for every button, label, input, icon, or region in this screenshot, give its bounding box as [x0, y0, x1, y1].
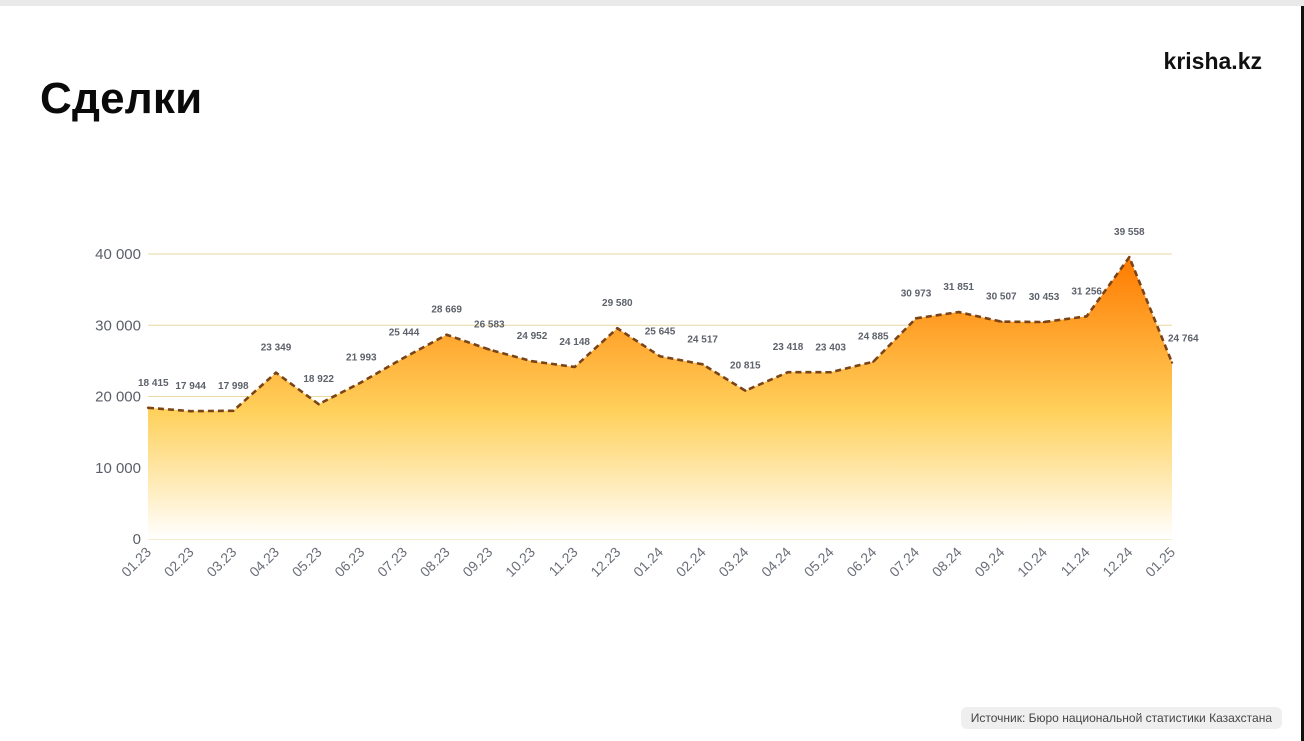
data-label: 23 349 — [261, 343, 292, 354]
data-point — [786, 370, 790, 374]
data-point — [360, 381, 363, 384]
data-point — [1170, 361, 1174, 364]
y-tick-label: 0 — [133, 531, 141, 548]
x-tick-label: 07.23 — [374, 544, 410, 580]
x-tick-label: 12.24 — [1099, 544, 1135, 580]
data-label: 31 256 — [1071, 286, 1102, 297]
y-axis-ticks: 0 10 000 20 000 30 000 40 000 — [95, 246, 141, 548]
data-label: 26 583 — [474, 320, 505, 331]
x-tick-label: 10.24 — [1014, 544, 1050, 580]
data-label: 28 669 — [431, 305, 462, 316]
data-label: 25 444 — [389, 328, 420, 339]
data-point — [1042, 320, 1046, 324]
y-tick-label: 10 000 — [95, 460, 141, 477]
data-point — [317, 402, 320, 406]
data-point — [232, 409, 235, 412]
data-point — [530, 360, 534, 363]
x-tick-label: 06.24 — [843, 544, 879, 580]
data-label: 24 885 — [858, 332, 889, 343]
data-point — [274, 371, 278, 374]
data-point — [744, 389, 747, 392]
data-label: 39 558 — [1114, 227, 1145, 238]
x-tick-label: 01.24 — [630, 544, 666, 580]
y-tick-label: 40 000 — [95, 246, 141, 263]
data-label: 23 418 — [773, 342, 804, 353]
data-point — [189, 409, 192, 413]
data-label: 21 993 — [346, 352, 377, 363]
data-label: 23 403 — [815, 342, 846, 353]
data-point — [914, 317, 918, 320]
krisha-logo[interactable]: krisha.kz — [1163, 48, 1262, 74]
data-point — [402, 356, 406, 359]
x-axis-ticks: 01.23 02.23 03.23 04.23 05.23 06.23 07.23 08.23… — [118, 544, 1178, 580]
x-tick-label: 04.23 — [246, 544, 282, 580]
data-label: 18 922 — [303, 374, 334, 385]
area-fill — [148, 257, 1172, 539]
data-label: 17 998 — [218, 381, 249, 392]
data-point — [658, 355, 662, 358]
top-strip — [0, 0, 1304, 6]
x-tick-label: 06.23 — [331, 544, 367, 580]
data-point — [573, 365, 576, 369]
data-point — [445, 333, 448, 336]
data-label: 30 973 — [901, 288, 932, 299]
data-label: 31 851 — [943, 282, 974, 293]
x-tick-label: 01.25 — [1142, 544, 1178, 580]
x-tick-label: 01.23 — [118, 544, 154, 580]
data-point — [146, 406, 150, 409]
data-label: 24 148 — [559, 337, 590, 348]
x-tick-label: 03.23 — [203, 544, 239, 580]
x-tick-label: 02.24 — [673, 544, 709, 580]
x-tick-label: 10.23 — [502, 544, 538, 580]
data-label: 30 453 — [1029, 292, 1060, 303]
data-label: 24 764 — [1168, 334, 1199, 345]
x-tick-label: 09.24 — [971, 544, 1007, 580]
source-badge: Источник: Бюро национальной статистики К… — [960, 707, 1282, 729]
x-tick-label: 12.23 — [587, 544, 623, 580]
x-tick-label: 08.23 — [417, 544, 453, 580]
y-tick-label: 20 000 — [95, 389, 141, 406]
data-label: 24 952 — [517, 331, 548, 342]
x-tick-label: 03.24 — [715, 544, 751, 580]
data-point — [957, 310, 960, 314]
data-label: 20 815 — [730, 361, 761, 372]
data-label: 24 517 — [687, 334, 718, 345]
x-tick-label: 05.23 — [289, 544, 325, 580]
data-label: 25 645 — [645, 326, 676, 337]
page-title: Сделки — [40, 74, 203, 123]
data-point — [488, 348, 491, 351]
data-label: 18 415 — [138, 378, 169, 389]
x-tick-label: 11.23 — [545, 544, 581, 580]
data-label: 17 944 — [175, 381, 206, 392]
data-point — [1128, 255, 1131, 259]
x-tick-label: 05.24 — [801, 544, 837, 580]
line-layer — [146, 255, 1174, 413]
right-edge — [1301, 6, 1304, 741]
data-point — [829, 371, 832, 374]
x-tick-label: 08.24 — [929, 544, 965, 580]
value-labels: 18 415 17 944 17 998 23 349 18 922 21 993 25 4… — [138, 227, 1199, 392]
x-tick-label: 04.24 — [758, 544, 794, 580]
data-label: 29 580 — [602, 298, 633, 309]
x-tick-label: 09.23 — [459, 544, 495, 580]
data-point — [701, 363, 704, 366]
data-point — [1000, 320, 1003, 323]
x-tick-label: 02.23 — [161, 544, 197, 580]
x-tick-label: 07.24 — [886, 544, 922, 580]
x-tick-label: 11.24 — [1057, 544, 1093, 580]
y-tick-label: 30 000 — [95, 317, 141, 334]
data-point — [616, 327, 619, 330]
data-label: 30 507 — [986, 292, 1017, 303]
data-point — [872, 360, 875, 363]
data-point — [1085, 315, 1088, 318]
area-layer — [148, 257, 1172, 539]
